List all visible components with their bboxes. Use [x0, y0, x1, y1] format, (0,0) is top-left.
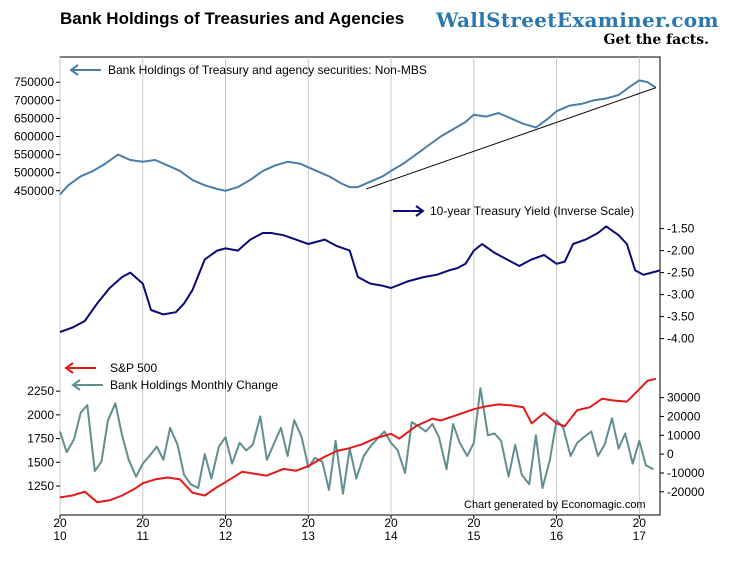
y-tick-label-right: 20000	[667, 409, 701, 423]
y-tick-label-right: -3.00	[667, 288, 695, 302]
y-tick-label-right: -2.50	[667, 266, 695, 280]
x-tick-label-century: 20	[53, 516, 67, 530]
legend-arrowhead-sp500	[64, 362, 74, 374]
y-tick-label-right: -1.50	[667, 222, 695, 236]
page-title: Bank Holdings of Treasuries and Agencies	[60, 9, 405, 28]
y-tick-label-left: 1750	[27, 432, 54, 446]
y-tick-label-left: 700000	[14, 93, 54, 107]
y-tick-label-right: -10000	[667, 466, 705, 480]
x-tick-label-year: 16	[550, 529, 564, 543]
y-tick-label-left: 2000	[27, 408, 54, 422]
series-line-holdings	[59, 79, 657, 196]
brand-logo: WallStreetExaminer.com	[436, 8, 719, 32]
y-tick-label-left: 1250	[27, 479, 54, 493]
legend-arrowhead-monthly-change	[71, 379, 81, 391]
y-tick-label-left: 750000	[14, 75, 54, 89]
series-line-yield	[59, 225, 661, 333]
trendline	[366, 87, 657, 190]
x-tick-label-year: 10	[53, 529, 67, 543]
y-tick-label-left: 550000	[14, 148, 54, 162]
y-tick-label-left: 1500	[27, 455, 54, 469]
x-tick-label-century: 20	[219, 516, 233, 530]
legend-arrowhead-yield	[415, 205, 425, 217]
series-line-sp500	[59, 377, 657, 504]
x-tick-label-year: 11	[137, 529, 150, 543]
y-tick-label-left: 650000	[14, 111, 54, 125]
y-tick-label-left: 500000	[14, 166, 54, 180]
y-tick-label-right: 0	[667, 447, 674, 461]
axis-ticks: 2010201120122013201420152016201775000070…	[14, 75, 705, 543]
x-tick-label-year: 14	[384, 529, 398, 543]
x-tick-label-year: 13	[302, 529, 316, 543]
legends: Bank Holdings of Treasury and agency sec…	[64, 63, 634, 392]
y-tick-label-right: 30000	[667, 391, 701, 405]
legend-label-holdings: Bank Holdings of Treasury and agency sec…	[108, 63, 427, 77]
chart-credit: Chart generated by Economagic.com	[464, 499, 646, 511]
legend-arrowhead-holdings	[69, 64, 79, 76]
legend-label-monthly-change: Bank Holdings Monthly Change	[110, 378, 278, 392]
gridlines	[59, 57, 640, 515]
y-tick-label-right: -20000	[667, 485, 705, 499]
x-tick-label-century: 20	[136, 516, 150, 530]
x-tick-label-year: 17	[633, 529, 647, 543]
x-tick-label-century: 20	[633, 516, 647, 530]
y-tick-label-right: 10000	[667, 428, 701, 442]
y-tick-label-left: 450000	[14, 184, 54, 198]
brand-tagline: Get the facts.	[603, 32, 709, 48]
y-tick-label-right: -2.00	[667, 244, 695, 258]
x-tick-label-century: 20	[467, 516, 481, 530]
y-tick-label-left: 2250	[27, 384, 54, 398]
plot-area-border	[59, 56, 661, 516]
y-tick-label-left: 600000	[14, 130, 54, 144]
y-tick-label-right: -4.00	[667, 332, 695, 346]
x-tick-label-century: 20	[550, 516, 564, 530]
x-tick-label-century: 20	[302, 516, 316, 530]
x-tick-label-year: 15	[467, 529, 481, 543]
y-tick-label-right: -3.50	[667, 310, 695, 324]
series-lines	[59, 79, 661, 504]
legend-label-yield: 10-year Treasury Yield (Inverse Scale)	[430, 204, 634, 218]
x-tick-label-year: 12	[219, 529, 233, 543]
series-line-monthly-change	[59, 387, 654, 495]
x-tick-label-century: 20	[384, 516, 398, 530]
legend-label-sp500: S&P 500	[110, 361, 157, 375]
